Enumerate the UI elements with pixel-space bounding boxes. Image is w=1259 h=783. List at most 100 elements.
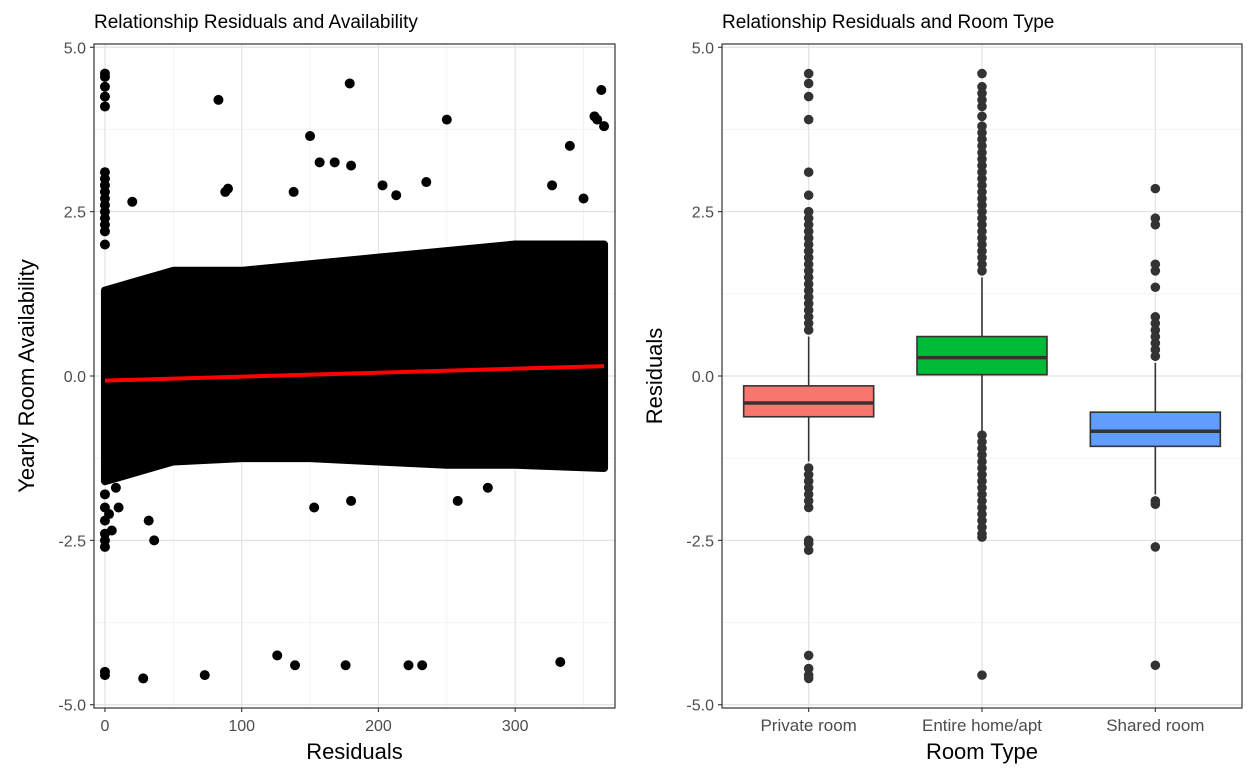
scatter-y-tick-label: -2.5 [58,533,86,550]
boxplot-x-tick-label: Private room [760,716,856,735]
box-outlier-point [803,650,814,661]
box-outlier-point [977,233,987,243]
box-outlier-point [803,78,814,89]
box-outlier-point [803,325,814,335]
scatter-point [106,525,117,536]
box-outlier-point [977,167,987,177]
box-outlier-point [803,285,814,296]
box-outlier-point [803,252,814,263]
scatter-point [344,78,355,89]
scatter-point [596,85,607,96]
boxplot-y-tick-label: -2.5 [686,533,714,550]
box-outlier-point [803,463,814,473]
box-outlier-point [803,292,814,302]
scatter-point [346,495,357,506]
scatter-point [288,186,299,197]
box-outlier-point [1150,542,1161,552]
boxplot-x-tick-label: Entire home/apt [922,716,1042,735]
scatter-point [110,482,121,493]
box-outlier-point [1150,259,1161,270]
box-outlier-point [977,450,987,460]
box-outlier-point [803,114,814,125]
scatter-chart-title: Relationship Residuals and Availability [94,12,418,33]
box-outlier-point [803,489,814,500]
scatter-point [272,650,283,661]
box-outlier-point [1150,338,1161,348]
scatter-point [149,535,160,546]
scatter-point [99,489,110,500]
scatter-point [99,71,110,82]
boxplot-y-tick-label: 5.0 [692,40,714,57]
boxplot-x-axis-label: Room Type [926,739,1038,764]
box-outlier-point [803,259,814,270]
scatter-point [213,94,224,105]
scatter-point [143,515,154,526]
box-outlier-point [1150,312,1161,322]
scatter-point [199,670,210,681]
box-outlier-point [977,252,987,263]
box-outlier-point [977,443,987,454]
scatter-point [482,482,493,493]
scatter-panel: -5.0 -2.5 0.0 2.5 5.0 0 100 200 300 Relationship … [14,12,616,764]
scatter-y-tick-label: 5.0 [64,40,86,57]
scatter-point [305,131,316,142]
box-outlier-point [977,213,987,224]
scatter-dense-point-band [100,240,609,486]
scatter-point [99,541,110,552]
box-outlier-point [977,489,987,500]
box-outlier-point [977,522,987,533]
scatter-point [223,183,234,194]
box-outlier-point [977,476,987,486]
box-outlier-point [977,147,987,158]
box-outlier-point [977,127,987,138]
box-outlier-point [977,206,987,217]
box-outlier-point [977,134,987,145]
box-outlier-point [977,200,987,210]
box-outlier-point [803,91,814,102]
box-outlier-point [977,496,987,506]
scatter-point [127,196,138,207]
box-outlier-point [1150,660,1161,671]
box-outlier-point [977,430,987,440]
box-outlier-point [1150,318,1161,329]
scatter-point [99,101,110,112]
box-outlier-point [1150,183,1161,194]
box-outlier-point [803,219,814,230]
box-outlier-point [1150,213,1161,224]
box-outlier-point [977,266,987,276]
box-outlier-point [977,515,987,526]
scatter-point [138,673,149,684]
box-outlier-point [977,246,987,256]
box-outlier-point [1150,351,1161,362]
box-outlier-point [1150,331,1161,342]
box-outlier-point [977,463,987,473]
box-outlier-point [977,101,987,112]
scatter-point [452,495,463,506]
box-outlier-point [803,318,814,329]
scatter-x-tick-label: 0 [100,718,109,735]
box-outlier-point [803,190,814,201]
box-outlier-point [977,121,987,131]
scatter-x-tick-label: 100 [228,718,255,735]
box-outlier-point [977,456,987,467]
box-outlier-point [1150,219,1161,230]
scatter-point [599,121,610,132]
box-outlier-point [977,141,987,151]
scatter-x-axis-label: Residuals [306,739,403,764]
box-outlier-point [1150,282,1161,293]
box-outlier-point [803,298,814,309]
box-outlier-point [803,233,814,243]
boxplot-y-tick-label: -5.0 [686,698,714,715]
boxplot-y-tick-label: 2.5 [692,205,714,222]
scatter-y-tick-label: 2.5 [64,205,86,222]
box-outlier-point [977,111,987,122]
box-outlier-point [1150,344,1161,355]
scatter-y-axis-label: Yearly Room Availability [14,259,39,493]
scatter-point [403,660,414,671]
boxplot-panel: -5.0 -2.5 0.0 2.5 5.0 Private room Entire home… [642,12,1243,764]
box-outlier-point [803,213,814,224]
box-outlier-point [977,509,987,519]
scatter-point [377,180,388,191]
box-outlier-point [803,312,814,322]
